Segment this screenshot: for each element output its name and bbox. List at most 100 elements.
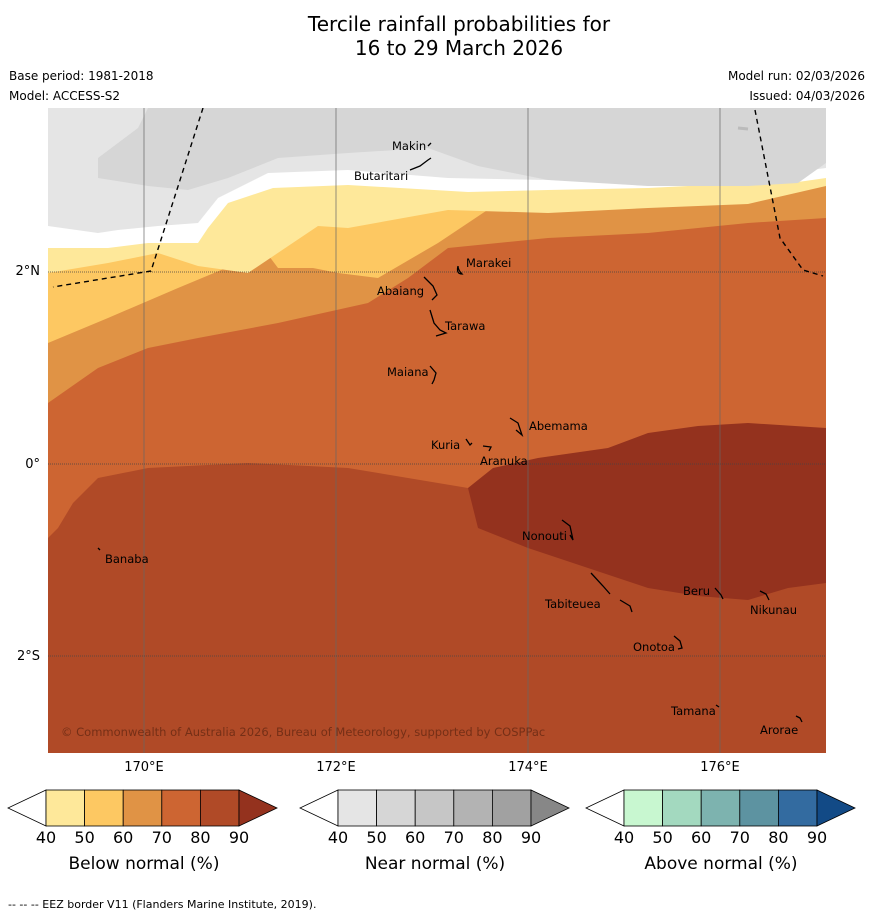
rainfall-map: Makin Butaritari Marakei Abaiang Tarawa … <box>48 108 826 753</box>
place-label: Arorae <box>760 723 798 737</box>
meta-left: Base period: 1981-2018 Model: ACCESS-S2 <box>9 66 154 106</box>
island-tamana <box>715 704 720 708</box>
colorbar-segment <box>491 789 532 827</box>
eez-border-east <box>754 109 824 277</box>
place-label: Butaritari <box>354 169 408 183</box>
colorbar-tick-label: 80 <box>190 828 211 847</box>
map-title: Tercile rainfall probabilities for 16 to… <box>0 12 873 60</box>
place-label: Nonouti <box>522 529 567 543</box>
place-label: Onotoa <box>633 640 675 654</box>
lon-label-174: 174°E <box>508 760 548 775</box>
colorbar-segment <box>122 789 163 827</box>
island-banaba <box>97 547 101 551</box>
colorbars <box>7 789 856 827</box>
model-name: Model: ACCESS-S2 <box>9 89 121 103</box>
colorbar-label-below: Below normal (%) <box>68 854 220 874</box>
island-onotoa <box>673 635 683 650</box>
colorbar-near <box>299 789 570 827</box>
colorbar-extend-low <box>7 789 47 827</box>
island-nonouti <box>561 519 574 541</box>
colorbar-tick-label: 60 <box>113 828 134 847</box>
colorbar-tick-label: 70 <box>729 828 750 847</box>
colorbar-tick-label: 80 <box>482 828 503 847</box>
lon-label-170: 170°E <box>124 760 164 775</box>
lon-label-176: 176°E <box>700 760 740 775</box>
colorbar-segment <box>414 789 455 827</box>
lon-label-172: 172°E <box>316 760 356 775</box>
eez-border-west <box>52 108 204 288</box>
place-label: Nikunau <box>750 603 797 617</box>
island-nikunau <box>759 590 770 601</box>
zone-near-50-60 <box>98 108 826 190</box>
place-label: Abaiang <box>377 284 424 298</box>
colorbar-above <box>585 789 856 827</box>
meta-right: Model run: 02/03/2026 Issued: 04/03/2026 <box>728 66 865 106</box>
colorbar-tick-label: 80 <box>768 828 789 847</box>
grid-lines <box>143 108 721 753</box>
colorbar-tick-label: 90 <box>806 828 828 847</box>
colorbar-segment <box>739 789 779 827</box>
colorbar-segment <box>84 789 124 827</box>
colorbar-tick-label: 90 <box>228 828 250 847</box>
island-kuria <box>465 438 473 447</box>
place-label: Tabiteuea <box>544 597 601 611</box>
colorbar-tick-label: 70 <box>151 828 172 847</box>
issued-date: Issued: 04/03/2026 <box>749 89 865 103</box>
colorbar-tick-label: 50 <box>366 828 387 847</box>
island-tarawa <box>429 309 448 337</box>
place-label: Kuria <box>431 438 460 452</box>
island-marakei <box>456 265 464 275</box>
title-line-2: 16 to 29 March 2026 <box>354 36 564 60</box>
island-aranuka <box>482 445 492 452</box>
lat-label-0: 0° <box>25 457 40 472</box>
colorbar-extend-high <box>816 789 856 827</box>
colorbar-extend-high <box>530 789 570 827</box>
colorbar-tick-label: 90 <box>520 828 542 847</box>
island-makin <box>427 142 432 147</box>
title-line-1: Tercile rainfall probabilities for <box>307 12 611 36</box>
small-island-mark <box>737 126 749 131</box>
colorbar-below <box>7 789 278 827</box>
place-label: Abemama <box>529 419 588 433</box>
zone-below-90 <box>468 423 826 600</box>
colorbar-segment <box>777 789 818 827</box>
colorbar-tick-label: 70 <box>443 828 464 847</box>
model-run: Model run: 02/03/2026 <box>727 69 865 83</box>
colorbar-extend-low <box>585 789 625 827</box>
colorbar-segment <box>453 789 493 827</box>
place-label: Aranuka <box>480 454 528 468</box>
colorbar-tick-label: 50 <box>652 828 673 847</box>
colorbar-segment <box>623 789 663 827</box>
colorbar-segment <box>700 789 741 827</box>
colorbar-tick-label: 40 <box>35 828 57 847</box>
island-beru <box>714 587 724 600</box>
colorbar-tick-label: 40 <box>613 828 635 847</box>
colorbar-tick-label: 60 <box>405 828 426 847</box>
lat-label-2s: 2°S <box>16 649 40 664</box>
colorbar-segment <box>161 789 201 827</box>
grid-lat-lines <box>48 271 826 657</box>
place-label: Beru <box>683 584 710 598</box>
island-abemama <box>509 417 524 437</box>
colorbar-tick-label: 40 <box>327 828 349 847</box>
lat-label-2n: 2°N <box>15 264 41 279</box>
island-abaiang <box>423 276 438 301</box>
place-label: Maiana <box>387 365 429 379</box>
island-butaritari <box>409 157 432 171</box>
colorbar-segment <box>376 789 416 827</box>
base-period: Base period: 1981-2018 <box>9 69 154 83</box>
place-label: Tamana <box>670 704 716 718</box>
colorbar-segment <box>337 789 377 827</box>
copyright-notice: © Commonwealth of Australia 2026, Bureau… <box>61 725 545 739</box>
island-arorae <box>795 715 803 723</box>
colorbar-segment <box>199 789 240 827</box>
colorbar-extend-low <box>299 789 339 827</box>
island-tabiteuea <box>590 572 633 613</box>
colorbar-extend-high <box>238 789 278 827</box>
colorbar-segment <box>45 789 85 827</box>
place-label: Banaba <box>105 552 149 566</box>
island-maiana <box>429 365 437 385</box>
place-label: Marakei <box>466 256 511 270</box>
colorbar-segment <box>662 789 702 827</box>
place-label: Makin <box>392 139 426 153</box>
